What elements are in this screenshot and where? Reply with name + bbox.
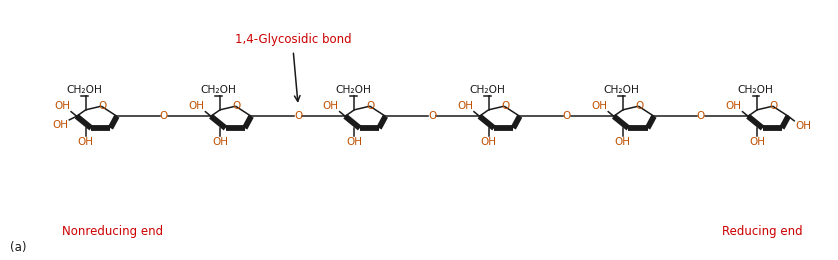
Text: OH: OH bbox=[592, 101, 608, 111]
Text: O: O bbox=[367, 101, 375, 111]
Text: (a): (a) bbox=[10, 241, 27, 254]
Text: O: O bbox=[160, 111, 168, 121]
Text: O: O bbox=[562, 111, 571, 121]
Text: OH: OH bbox=[78, 137, 94, 147]
Text: OH: OH bbox=[323, 101, 339, 111]
Text: O: O bbox=[635, 101, 644, 111]
Text: OH: OH bbox=[189, 101, 204, 111]
Text: OH: OH bbox=[346, 137, 362, 147]
Text: O: O bbox=[697, 111, 705, 121]
Text: O: O bbox=[232, 101, 241, 111]
Text: OH: OH bbox=[457, 101, 473, 111]
Text: OH: OH bbox=[726, 101, 742, 111]
Text: O: O bbox=[769, 101, 778, 111]
Text: OH: OH bbox=[795, 121, 811, 131]
Text: OH: OH bbox=[749, 137, 765, 147]
Text: O: O bbox=[294, 111, 303, 121]
Text: CH₂OH: CH₂OH bbox=[469, 85, 505, 95]
Text: OH: OH bbox=[615, 137, 631, 147]
Text: Reducing end: Reducing end bbox=[722, 225, 803, 238]
Text: Nonreducing end: Nonreducing end bbox=[62, 225, 163, 238]
Text: CH₂OH: CH₂OH bbox=[737, 85, 773, 95]
Text: OH: OH bbox=[480, 137, 497, 147]
Text: CH₂OH: CH₂OH bbox=[603, 85, 639, 95]
Text: OH: OH bbox=[54, 101, 70, 111]
Text: O: O bbox=[428, 111, 437, 121]
Text: CH₂OH: CH₂OH bbox=[201, 85, 236, 95]
Text: OH: OH bbox=[52, 120, 69, 130]
Text: O: O bbox=[501, 101, 510, 111]
Text: CH₂OH: CH₂OH bbox=[335, 85, 371, 95]
Text: OH: OH bbox=[212, 137, 228, 147]
Text: O: O bbox=[98, 101, 106, 111]
Text: CH₂OH: CH₂OH bbox=[66, 85, 102, 95]
Text: 1,4-Glycosidic bond: 1,4-Glycosidic bond bbox=[235, 34, 351, 47]
